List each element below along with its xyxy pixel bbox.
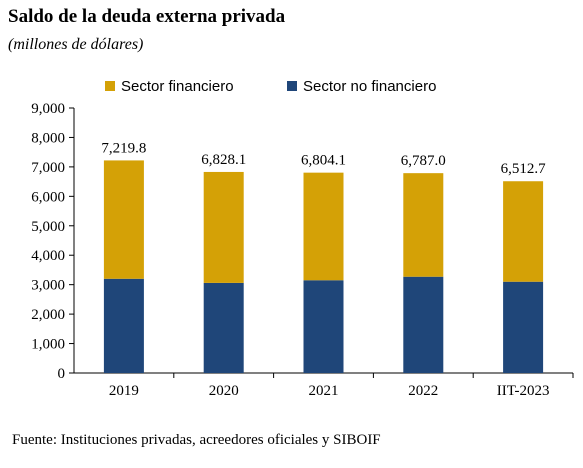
y-tick-label: 3,000 xyxy=(31,278,65,294)
y-tick-label: 8,000 xyxy=(31,130,65,146)
total-data-label: 6,512.7 xyxy=(501,161,547,177)
x-tick-label: 2020 xyxy=(209,383,239,399)
bar-sector-financiero xyxy=(503,181,544,282)
chart-subtitle: (millones de dólares) xyxy=(8,36,144,53)
bar-sector-no-financiero xyxy=(103,278,144,373)
chart-title: Saldo de la deuda externa privada xyxy=(8,6,286,27)
bar-sector-no-financiero xyxy=(403,276,444,373)
bar-sector-no-financiero xyxy=(203,282,244,373)
bar-sector-no-financiero xyxy=(503,281,544,373)
bar-sector-financiero xyxy=(203,171,244,283)
y-tick-label: 2,000 xyxy=(31,307,65,323)
bar-sector-financiero xyxy=(403,173,444,277)
x-tick-label: 2022 xyxy=(408,383,438,399)
y-tick-label: 4,000 xyxy=(31,248,65,264)
total-data-label: 6,804.1 xyxy=(301,153,346,169)
x-tick-label: 2021 xyxy=(309,383,339,399)
legend-swatch-financiero xyxy=(105,81,115,91)
bar-sector-financiero xyxy=(103,160,144,279)
y-tick-label: 0 xyxy=(58,366,66,382)
source-note: Fuente: Instituciones privadas, acreedor… xyxy=(12,432,381,448)
y-tick-label: 1,000 xyxy=(31,337,65,353)
total-data-label: 6,787.0 xyxy=(401,153,446,169)
y-tick-label: 6,000 xyxy=(31,189,65,205)
y-tick-label: 7,000 xyxy=(31,160,65,176)
x-tick-label: IIT-2023 xyxy=(497,383,550,399)
legend-swatch-no-financiero xyxy=(287,81,297,91)
total-data-label: 7,219.8 xyxy=(101,140,146,156)
x-tick-label: 2019 xyxy=(109,383,139,399)
bar-sector-financiero xyxy=(303,172,344,281)
bar-sector-no-financiero xyxy=(303,280,344,373)
total-data-label: 6,828.1 xyxy=(201,152,246,168)
legend-label-no-financiero: Sector no financiero xyxy=(303,78,436,95)
y-tick-label: 5,000 xyxy=(31,219,65,235)
y-tick-label: 9,000 xyxy=(31,101,65,117)
legend-label-financiero: Sector financiero xyxy=(121,78,234,95)
